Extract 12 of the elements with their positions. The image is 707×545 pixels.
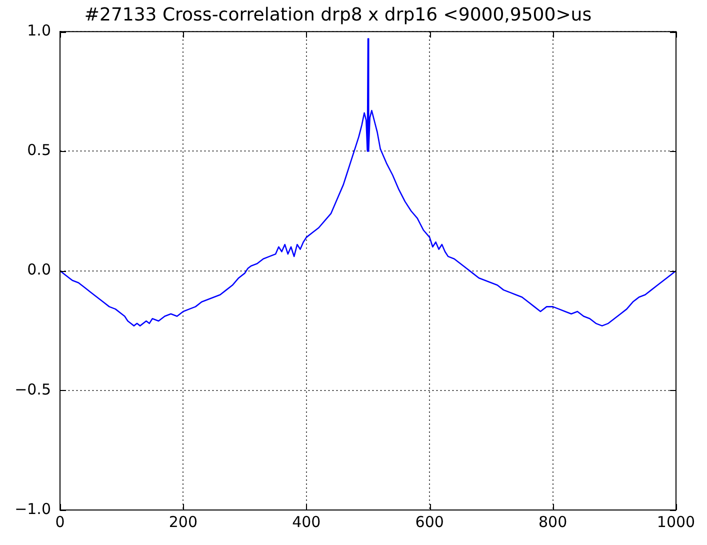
chart-title: #27133 Cross-correlation drp8 x drp16 <9000,9500>us <box>84 4 592 26</box>
x-tick-label: 600 <box>415 512 444 531</box>
y-tick-label: 1.0 <box>27 21 51 40</box>
x-tick-label: 1000 <box>656 512 696 531</box>
x-tick-label: 400 <box>292 512 321 531</box>
x-tick-label: 0 <box>55 512 65 531</box>
x-tick-label: 800 <box>538 512 568 531</box>
y-tick-label: 0.0 <box>27 260 51 279</box>
x-tick-label: 200 <box>168 512 198 531</box>
y-tick-label: −1.0 <box>14 500 51 518</box>
y-tick-label: −0.5 <box>14 380 51 398</box>
y-tick-label: 0.5 <box>27 141 51 160</box>
